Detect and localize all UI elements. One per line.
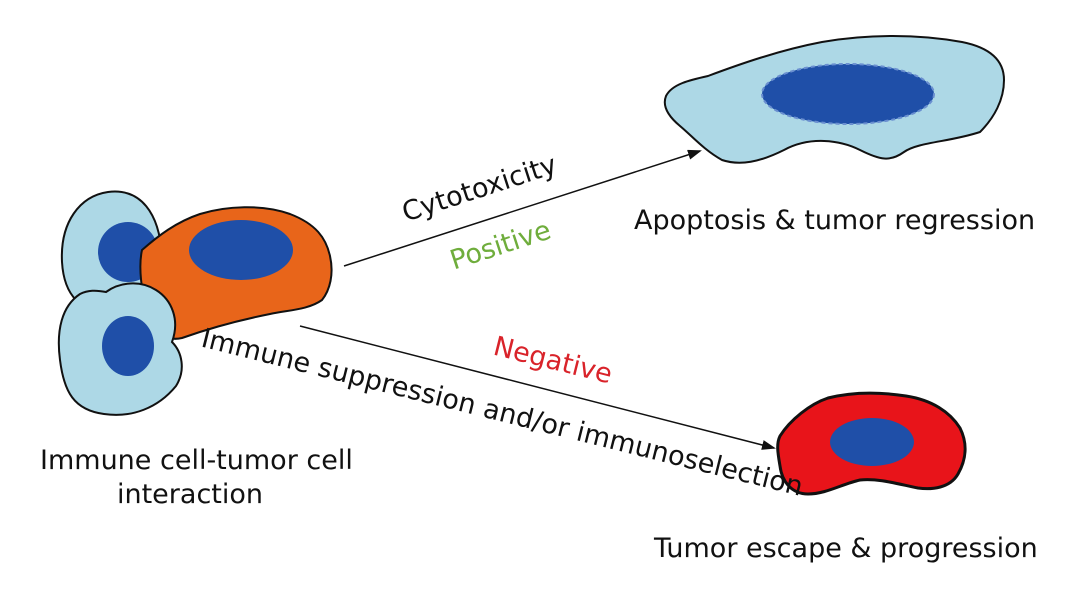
apoptosis-label: Apoptosis & tumor regression (634, 205, 1036, 236)
apoptotic-cell-nucleus (761, 63, 935, 125)
interaction-label-line1: Immune cell-tumor cell (40, 445, 353, 476)
immune-cell-bottom-nucleus (102, 316, 154, 376)
interaction-label: Immune cell-tumor cell interaction (40, 444, 353, 512)
apoptotic-cell (663, 35, 1006, 164)
interacting-tumor-cell (139, 206, 333, 340)
tumor-cell-nucleus (189, 220, 293, 280)
escaped-tumor-cell-nucleus (830, 418, 914, 466)
interaction-label-line2: interaction (116, 479, 264, 510)
escaped-tumor-cell (776, 391, 967, 496)
positive-arrow (343, 149, 702, 267)
immune-cell-bottom (57, 282, 183, 416)
escape-label: Tumor escape & progression (654, 533, 1038, 564)
negative-arrow (299, 325, 776, 450)
